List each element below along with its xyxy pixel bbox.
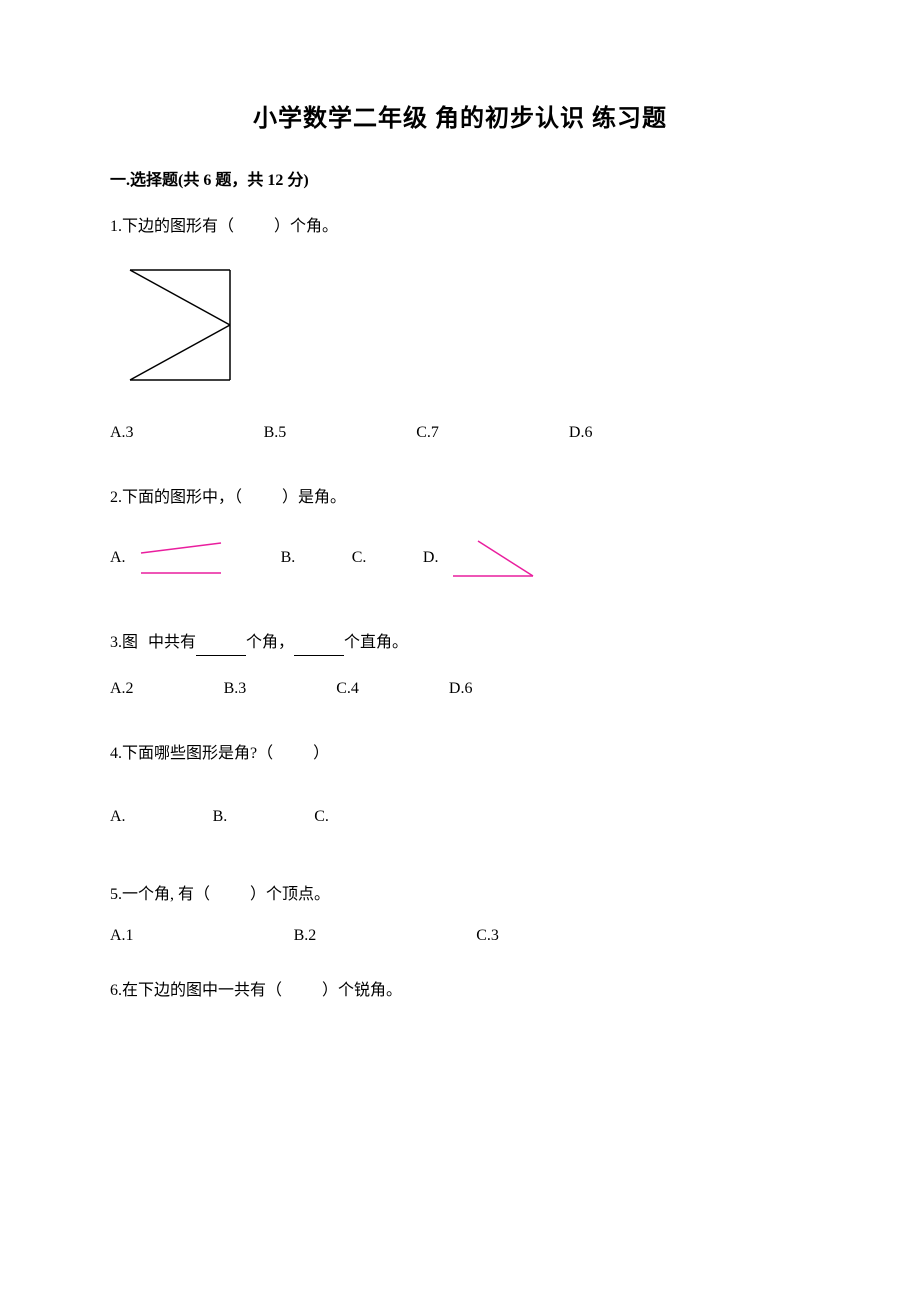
q5-suffix: ）个顶点。: [250, 886, 330, 903]
q3-figure-icon: [142, 611, 144, 656]
q4-opt-a-label: A.: [110, 804, 126, 830]
q2-suffix: ）是角。: [282, 489, 346, 506]
q3-mid2: 个角，: [246, 630, 294, 656]
q3-opt-b: B.3: [224, 676, 247, 702]
q2-figB-icon: [300, 536, 302, 581]
q2-text: 2.下面的图形中，（ ）是角。: [110, 485, 810, 511]
q1-figure: [110, 260, 810, 390]
question-4: 4.下面哪些图形是角?（ ） A. B. C.: [110, 741, 810, 842]
q5-opt-b: B.2: [294, 923, 317, 949]
q6-prefix: 6.在下边的图中一共有（: [110, 982, 282, 999]
question-3: 3.图 中共有 个角， 个直角。 A.2 B.3 C.4 D.6: [110, 611, 810, 702]
question-5: 5.一个角, 有（ ）个顶点。 A.1 B.2 C.3: [110, 882, 810, 948]
q3-opt-a: A.2: [110, 676, 134, 702]
q2-prefix: 2.下面的图形中，（: [110, 489, 242, 506]
q4-suffix: ）: [313, 745, 329, 762]
q1-opt-a: A.3: [110, 420, 134, 446]
q4-figC-icon: [334, 794, 336, 839]
question-6: 6.在下边的图中一共有（ ）个锐角。: [110, 978, 810, 1004]
q4-opt-a: A.: [110, 792, 133, 842]
q6-suffix: ）个锐角。: [322, 982, 402, 999]
q1-suffix: ）个角。: [274, 218, 338, 235]
question-2: 2.下面的图形中，（ ）是角。 A. B. C. D.: [110, 485, 810, 581]
q3-options: A.2 B.3 C.4 D.6: [110, 676, 810, 702]
q3-text: 3.图 中共有 个角， 个直角。: [110, 611, 810, 656]
q1-opt-c: C.7: [416, 420, 439, 446]
q3-opt-d: D.6: [449, 676, 473, 702]
q4-opt-b: B.: [213, 792, 235, 842]
q2-opt-a-label: A.: [110, 545, 126, 571]
q5-text: 5.一个角, 有（ ）个顶点。: [110, 882, 810, 908]
q3-blank1: [196, 640, 246, 656]
q4-figB-icon: [232, 792, 234, 842]
q2-opt-a: A.: [110, 538, 231, 578]
q2-figC-icon: [371, 538, 373, 578]
q2-blank: [246, 489, 278, 506]
q3-blank2: [294, 640, 344, 656]
q1-options: A.3 B.5 C.7 D.6: [110, 420, 810, 446]
q5-blank: [214, 886, 246, 903]
q1-text: 1.下边的图形有（ ）个角。: [110, 214, 810, 240]
q4-blank: [277, 745, 309, 762]
q3-mid1: 中共有: [148, 630, 196, 656]
q4-opt-b-label: B.: [213, 804, 228, 830]
q1-opt-d: D.6: [569, 420, 593, 446]
q2-opt-d-label: D.: [423, 545, 439, 571]
q4-text: 4.下面哪些图形是角?（ ）: [110, 741, 810, 767]
q2-figD-icon: [443, 536, 543, 581]
q5-prefix: 5.一个角, 有（: [110, 886, 210, 903]
q4-prefix: 4.下面哪些图形是角?（: [110, 745, 273, 762]
q4-opt-c: C.: [314, 794, 336, 839]
q2-opt-d: D.: [423, 536, 544, 581]
q2-opt-b: B.: [281, 536, 302, 581]
q3-prefix: 3.图: [110, 630, 138, 656]
q1-opt-b: B.5: [264, 420, 287, 446]
q2-opt-c-label: C.: [352, 545, 367, 571]
q5-opt-a: A.1: [110, 923, 134, 949]
q1-blank: [238, 218, 270, 235]
section-header: 一.选择题(共 6 题，共 12 分): [110, 168, 810, 194]
question-1: 1.下边的图形有（ ）个角。 A.3 B.5 C.7 D.6: [110, 214, 810, 445]
q2-opt-c: C.: [352, 538, 373, 578]
page-title: 小学数学二年级 角的初步认识 练习题: [110, 100, 810, 138]
q2-figA-icon: [131, 538, 231, 578]
q4-options: A. B. C.: [110, 792, 810, 842]
q2-options: A. B. C. D.: [110, 536, 810, 581]
q4-figA-icon: [131, 792, 133, 842]
q4-opt-c-label: C.: [314, 804, 329, 830]
q2-opt-b-label: B.: [281, 545, 296, 571]
q1-prefix: 1.下边的图形有（: [110, 218, 234, 235]
q6-blank: [286, 982, 318, 999]
q5-options: A.1 B.2 C.3: [110, 923, 810, 949]
q5-opt-c: C.3: [476, 923, 499, 949]
q3-opt-c: C.4: [336, 676, 359, 702]
q3-suffix: 个直角。: [344, 630, 408, 656]
q6-text: 6.在下边的图中一共有（ ）个锐角。: [110, 978, 810, 1004]
q1-shape-icon: [110, 260, 240, 390]
